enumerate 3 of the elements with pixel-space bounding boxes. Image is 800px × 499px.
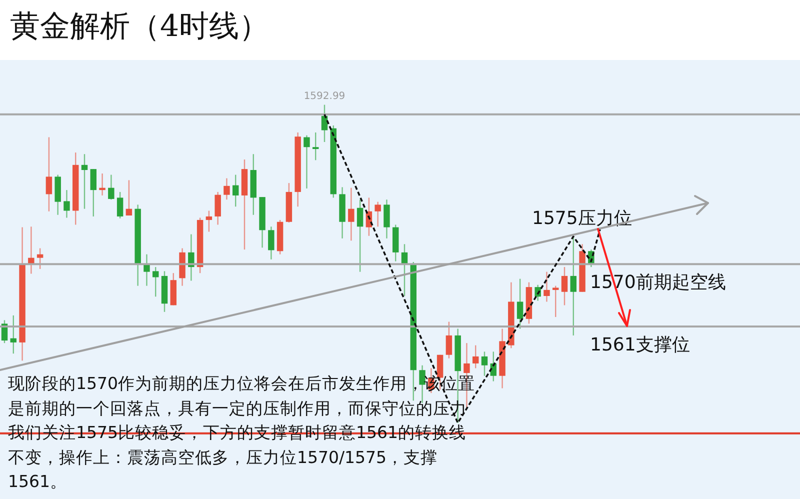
chart-title: 黄金解析（4时线） — [10, 8, 270, 46]
annotation: 1592.99 — [304, 90, 346, 102]
ref-line-label: 1561支撑位 — [590, 334, 690, 356]
